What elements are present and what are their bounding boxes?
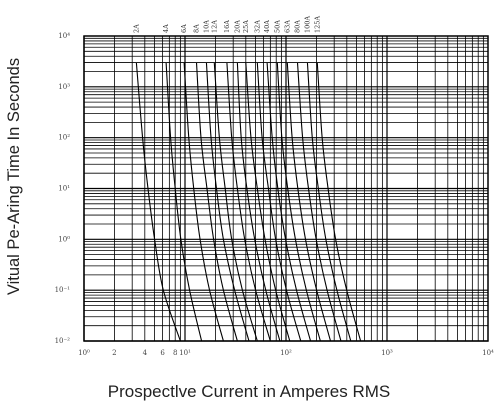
y-tick-label: 10⁻¹	[55, 286, 71, 294]
curve-6A	[183, 62, 224, 342]
x-axis-label: Prospectlve Current in Amperes RMS	[107, 382, 391, 401]
series-label: 4A	[162, 24, 170, 33]
x-tick-label: 10⁴	[482, 349, 494, 357]
curve-32A	[256, 62, 302, 342]
series-label: 6A	[180, 24, 188, 33]
series-label: 40A	[263, 20, 271, 33]
series-label: 10A	[202, 20, 210, 33]
series-label: 50A	[273, 20, 281, 33]
series-label: 16A	[223, 20, 231, 33]
curve-4A	[165, 62, 203, 342]
x-tick-label: 10⁰	[78, 349, 90, 357]
y-axis-label: Vitual Pe-Aring Time In Seconds	[5, 57, 24, 295]
curve-2A	[135, 62, 181, 342]
x-tick-label: 4	[143, 349, 148, 357]
y-tick-label: 10¹	[58, 185, 70, 193]
grid	[83, 35, 489, 342]
curve-12A	[213, 62, 258, 342]
series-label: 2A	[132, 24, 140, 33]
curve-16A	[226, 62, 271, 342]
x-tick-label: 10²	[280, 349, 292, 357]
curve-100A	[306, 62, 352, 342]
y-tick-label: 10⁰	[58, 235, 70, 243]
x-tick-label: 6	[160, 349, 165, 357]
y-tick-label: 10⁻²	[55, 337, 71, 345]
y-axis-label-wrap: Vitual Pe-Aring Time In Seconds	[0, 0, 30, 352]
series-label: 12A	[210, 20, 218, 33]
y-tick-label: 10²	[58, 134, 70, 142]
series-label: 80A	[294, 20, 302, 33]
y-tick-label: 10⁴	[58, 32, 70, 40]
x-tick-label: 10³	[381, 349, 393, 357]
curve-80A	[296, 62, 342, 342]
series-label: 32A	[253, 20, 261, 33]
curve-20A	[236, 62, 281, 342]
curve-25A	[245, 62, 291, 342]
curve-63A	[286, 62, 332, 342]
x-tick-label: 10¹	[179, 349, 191, 357]
curve-50A	[276, 62, 321, 342]
x-tick-label: 8	[173, 349, 177, 357]
curve-8A	[195, 62, 238, 342]
x-tick-label: 2	[112, 349, 116, 357]
plot-frame	[83, 35, 489, 342]
series-label: 63A	[283, 20, 291, 33]
curves	[135, 62, 362, 342]
curve-125A	[316, 62, 362, 342]
series-label: 25A	[242, 20, 250, 33]
series-label: 100A	[303, 16, 311, 33]
series-label: 20A	[233, 20, 241, 33]
series-label: 8A	[193, 24, 201, 33]
y-tick-label: 10³	[58, 83, 70, 91]
curve-10A	[205, 62, 250, 342]
series-label: 125A	[313, 16, 321, 33]
labels: 2A 4A 6A 8A 10A 12A 16A 20A 25A 32A 40A 50A 63A 80A 10…	[55, 16, 494, 357]
curve-40A	[266, 62, 312, 342]
